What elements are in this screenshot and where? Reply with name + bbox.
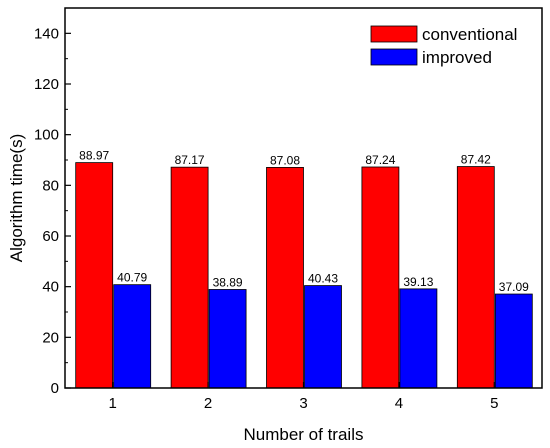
x-axis-ticks: 1 2 3 4 5	[109, 382, 498, 412]
y-axis-ticks: 0 20 40 60 80 100 120 140	[34, 25, 71, 397]
x-tick-label: 4	[395, 395, 403, 412]
x-tick-label: 1	[109, 395, 117, 412]
x-tick-label: 5	[490, 395, 498, 412]
data-label-improved-4: 39.13	[403, 275, 433, 289]
bar-conventional-5	[456, 166, 495, 389]
data-label-conventional-4: 87.24	[365, 153, 395, 167]
data-label-improved-1: 40.79	[117, 271, 147, 285]
data-label-improved-5: 37.09	[499, 280, 529, 294]
y-tick-label: 120	[34, 76, 59, 93]
legend-label-conventional: conventional	[422, 25, 517, 44]
y-tick-label: 40	[42, 279, 59, 296]
legend-label-improved: improved	[422, 48, 492, 67]
bar-improved-4	[399, 288, 438, 389]
bars-layer	[75, 162, 533, 389]
data-label-conventional-3: 87.08	[270, 153, 300, 167]
bar-conventional-1	[75, 162, 114, 389]
y-axis-title: Algorithm time(s)	[7, 134, 26, 262]
bar-improved-1	[113, 284, 152, 389]
y-tick-label: 80	[42, 177, 59, 194]
y-tick-label: 100	[34, 127, 59, 144]
x-tick-label: 3	[299, 395, 307, 412]
y-tick-label: 20	[42, 329, 59, 346]
y-tick-label: 0	[51, 380, 59, 397]
bar-improved-2	[208, 289, 247, 389]
x-axis-title: Number of trails	[244, 425, 364, 444]
x-tick-label: 2	[204, 395, 212, 412]
data-labels-layer: 88.97 87.17 87.08 87.24 87.42 40.79 38.89 40.43…	[79, 149, 529, 294]
bar-conventional-4	[361, 166, 400, 389]
legend: conventional improved	[370, 25, 517, 67]
bar-improved-5	[494, 293, 533, 389]
y-tick-label: 60	[42, 228, 59, 245]
legend-swatch-conventional	[370, 25, 418, 43]
data-label-improved-3: 40.43	[308, 272, 338, 286]
data-label-conventional-2: 87.17	[175, 153, 205, 167]
legend-swatch-improved	[370, 48, 418, 66]
y-tick-label: 140	[34, 25, 59, 42]
bar-conventional-3	[266, 166, 304, 389]
data-label-conventional-5: 87.42	[461, 153, 491, 167]
bar-conventional-2	[170, 166, 209, 389]
bar-improved-3	[304, 285, 342, 389]
data-label-conventional-1: 88.97	[79, 149, 109, 163]
data-label-improved-2: 38.89	[213, 275, 243, 289]
